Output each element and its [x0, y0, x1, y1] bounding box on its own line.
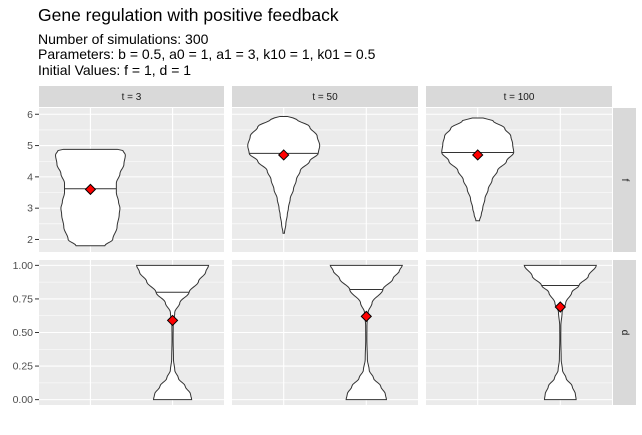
facet-panel-f-1: [232, 108, 418, 252]
y-tick-label: 0.00: [13, 394, 34, 406]
facet-panel-d-1: [232, 260, 418, 405]
mean-marker: [360, 310, 372, 323]
y-tick-label: 5: [27, 140, 33, 152]
facet-panel-d-2: [426, 260, 612, 405]
y-tick-label: 4: [27, 171, 33, 183]
mean-marker: [166, 314, 179, 327]
y-tick-label: 6: [27, 109, 33, 121]
y-tick-label: 0.50: [13, 327, 34, 339]
y-tick-label: 1.00: [13, 260, 34, 272]
mean-marker: [472, 149, 484, 161]
violin: [247, 115, 321, 234]
chart-title: Gene regulation with positive feedback: [38, 5, 339, 25]
violin: [55, 148, 126, 247]
mean-marker: [554, 301, 566, 313]
column-strip: [426, 86, 612, 107]
facet-panel-d-0: [39, 260, 224, 405]
row-strip: [613, 260, 636, 405]
subtitle-parameters: Parameters: b = 0.5, a0 = 1, a1 = 3, k10…: [38, 46, 376, 62]
column-strip-label: t = 100: [504, 92, 535, 103]
column-strip-label: t = 50: [312, 92, 338, 103]
row-strip: [613, 108, 636, 252]
y-tick-label: 0.75: [13, 293, 34, 305]
row-strip-label: f: [619, 179, 630, 182]
subtitle-initial-values: Initial Values: f = 1, d = 1: [38, 62, 192, 78]
y-tick-label: 2: [27, 234, 33, 246]
column-strip: [39, 86, 224, 107]
column-strip-label: t = 3: [122, 92, 142, 103]
violin: [135, 264, 210, 401]
violin: [523, 264, 597, 401]
violin: [441, 117, 515, 222]
facet-panel-f-0: [39, 108, 224, 252]
y-tick-label: 3: [27, 203, 33, 215]
y-tick-label: 0.25: [13, 361, 34, 373]
mean-marker: [84, 183, 97, 196]
subtitle-simulations: Number of simulations: 300: [38, 31, 209, 47]
facet-panel-f-2: [426, 108, 612, 252]
column-strip: [232, 86, 418, 107]
row-strip-label: d: [619, 330, 630, 336]
mean-marker: [278, 149, 290, 161]
violin: [329, 264, 404, 401]
